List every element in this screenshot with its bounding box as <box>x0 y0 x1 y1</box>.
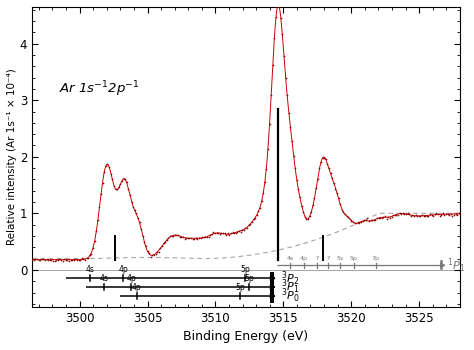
Text: 5p: 5p <box>235 283 245 292</box>
Text: $^3P_0$: $^3P_0$ <box>281 287 299 305</box>
Text: 7p: 7p <box>372 257 380 261</box>
Text: ?: ? <box>327 257 330 261</box>
Y-axis label: Relative intensity (Ar 1s⁻¹ × 10⁻⁴): Relative intensity (Ar 1s⁻¹ × 10⁻⁴) <box>7 68 17 245</box>
Text: 4p: 4p <box>118 265 128 274</box>
Text: ?: ? <box>316 257 319 261</box>
Text: 4s: 4s <box>100 274 109 282</box>
Text: 4s: 4s <box>286 257 294 261</box>
Text: 4s: 4s <box>86 265 95 274</box>
Text: 4p: 4p <box>300 257 308 261</box>
Text: $^3P_1$: $^3P_1$ <box>281 278 299 296</box>
Text: $^1P_1$: $^1P_1$ <box>447 256 465 274</box>
Text: $^3P_2$: $^3P_2$ <box>281 269 299 288</box>
X-axis label: Binding Energy (eV): Binding Energy (eV) <box>183 330 309 343</box>
Text: 4p: 4p <box>127 274 136 282</box>
Text: 5p: 5p <box>350 257 358 261</box>
Text: Ar 1s$^{-1}$2p$^{-1}$: Ar 1s$^{-1}$2p$^{-1}$ <box>59 79 140 99</box>
Text: 5p: 5p <box>240 265 250 274</box>
Text: 4p: 4p <box>132 283 142 292</box>
Text: 5p: 5p <box>245 274 254 282</box>
Text: 5s: 5s <box>337 257 344 261</box>
